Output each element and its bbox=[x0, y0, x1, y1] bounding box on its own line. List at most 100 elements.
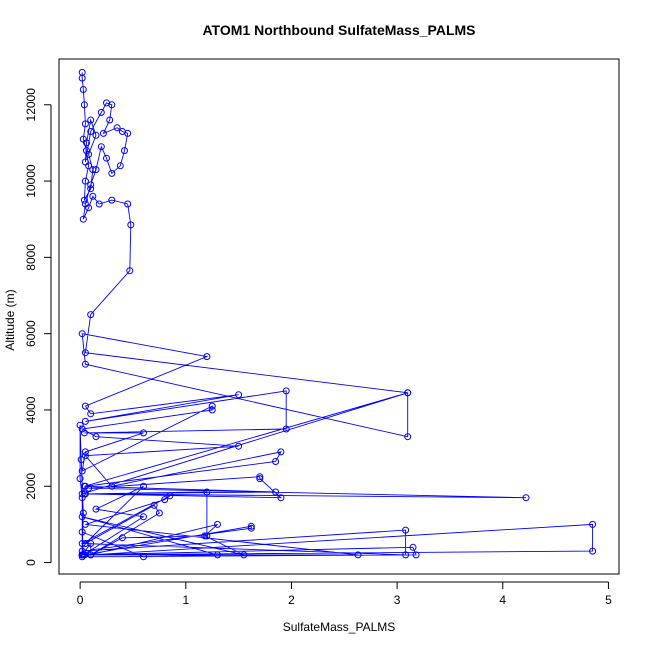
data-point bbox=[85, 484, 93, 492]
data-point bbox=[80, 482, 88, 490]
data-point bbox=[140, 482, 147, 490]
data-point bbox=[161, 496, 169, 504]
data-point bbox=[203, 532, 211, 540]
data-point bbox=[81, 177, 89, 185]
y-tick-label: 4000 bbox=[24, 396, 38, 423]
data-point bbox=[97, 143, 105, 151]
data-point bbox=[89, 192, 97, 200]
data-point bbox=[402, 526, 410, 534]
data-point bbox=[80, 101, 88, 109]
data-point bbox=[235, 442, 243, 450]
data-point bbox=[81, 417, 89, 425]
data-point bbox=[92, 131, 100, 139]
data-point bbox=[272, 458, 280, 465]
data-point bbox=[81, 452, 89, 460]
data-point bbox=[108, 196, 116, 204]
data-point bbox=[81, 540, 89, 547]
data-point bbox=[99, 129, 107, 137]
y-tick-label: 12000 bbox=[24, 88, 38, 122]
data-point bbox=[78, 425, 86, 433]
data-point bbox=[126, 267, 134, 275]
data-point bbox=[203, 488, 211, 496]
data-point bbox=[256, 473, 264, 481]
data-point bbox=[77, 456, 85, 464]
y-axis: 0 2000 4000 6000 8000 10000 12000 bbox=[24, 88, 52, 566]
data-point bbox=[87, 128, 95, 135]
data-point bbox=[92, 433, 100, 441]
data-point bbox=[166, 492, 174, 500]
y-tick-label: 10000 bbox=[24, 164, 38, 198]
data-point bbox=[240, 551, 248, 559]
data-point bbox=[78, 540, 86, 547]
data-point bbox=[247, 524, 255, 532]
data-point bbox=[118, 534, 126, 542]
data-point bbox=[116, 162, 124, 170]
data-point bbox=[83, 139, 90, 147]
data-point bbox=[79, 215, 87, 223]
data-point bbox=[150, 501, 158, 509]
data-point bbox=[87, 181, 95, 189]
data-point bbox=[127, 221, 135, 229]
data-point bbox=[81, 349, 89, 357]
data-point bbox=[354, 551, 362, 559]
data-point bbox=[256, 475, 264, 483]
x-tick-label: 4 bbox=[499, 593, 506, 607]
data-point bbox=[78, 490, 86, 498]
x-axis: 0 1 2 3 4 5 bbox=[77, 581, 612, 607]
x-tick-label: 3 bbox=[394, 593, 401, 607]
data-point bbox=[89, 166, 97, 174]
data-point bbox=[78, 528, 86, 536]
data-point bbox=[81, 402, 89, 410]
x-tick-label: 0 bbox=[77, 593, 84, 607]
series-line bbox=[79, 72, 594, 558]
data-point bbox=[87, 540, 95, 547]
data-point bbox=[113, 124, 121, 132]
data-point bbox=[87, 116, 95, 124]
data-point bbox=[81, 120, 89, 128]
data-point bbox=[214, 520, 221, 528]
data-point bbox=[76, 475, 84, 483]
data-point bbox=[108, 169, 116, 177]
data-point bbox=[79, 509, 87, 517]
data-point bbox=[92, 505, 100, 513]
data-point bbox=[155, 509, 163, 517]
data-point bbox=[87, 311, 95, 319]
x-tick-label: 1 bbox=[182, 593, 189, 607]
chart-title: ATOM1 Northbound SulfateMass_PALMS bbox=[202, 22, 475, 38]
data-point bbox=[124, 129, 132, 137]
data-point bbox=[208, 406, 216, 414]
data-point bbox=[589, 520, 597, 528]
data-point bbox=[85, 204, 93, 212]
data-point bbox=[92, 166, 100, 174]
data-point bbox=[87, 551, 95, 559]
data-point bbox=[81, 520, 89, 528]
plot-frame bbox=[58, 58, 620, 575]
data-point bbox=[78, 551, 86, 559]
data-point bbox=[87, 185, 95, 193]
data-point bbox=[277, 494, 285, 502]
data-point bbox=[106, 116, 114, 124]
data-point bbox=[404, 433, 412, 441]
data-point bbox=[201, 532, 209, 540]
data-point bbox=[80, 429, 88, 437]
data-point bbox=[140, 429, 147, 437]
data-point bbox=[121, 147, 128, 155]
data-point bbox=[78, 467, 86, 475]
y-tick-label: 6000 bbox=[24, 320, 38, 347]
y-tick-label: 2000 bbox=[24, 473, 38, 500]
data-point bbox=[402, 551, 410, 559]
data-point bbox=[140, 513, 147, 521]
data-point bbox=[79, 86, 87, 93]
y-tick-label: 8000 bbox=[24, 244, 38, 271]
data-point bbox=[140, 553, 147, 561]
data-point bbox=[80, 196, 88, 204]
data-point bbox=[272, 488, 280, 496]
y-tick-label: 0 bbox=[24, 559, 38, 566]
x-axis-label: SulfateMass_PALMS bbox=[283, 620, 396, 634]
data-point bbox=[85, 150, 93, 158]
data-point bbox=[282, 387, 290, 395]
data-point bbox=[78, 513, 86, 521]
data-point bbox=[589, 547, 597, 555]
data-point bbox=[412, 551, 420, 559]
data-point bbox=[282, 425, 290, 433]
